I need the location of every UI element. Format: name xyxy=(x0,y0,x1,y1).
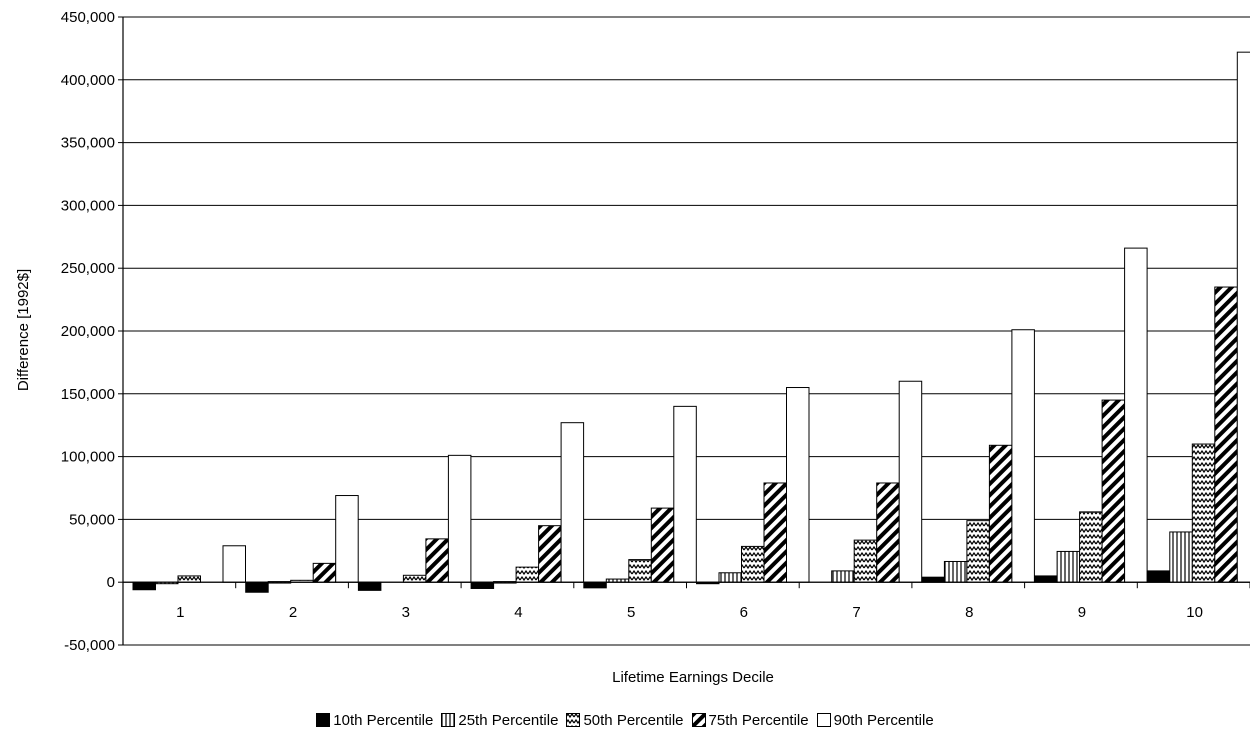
legend-swatch xyxy=(816,713,831,727)
bar-75th-percentile-decile-2 xyxy=(312,562,337,583)
y-tick-label: 0 xyxy=(107,574,115,591)
legend-item: 90th Percentile xyxy=(816,711,934,729)
y-tick-label: 250,000 xyxy=(61,260,115,277)
legend-item: 75th Percentile xyxy=(691,711,809,729)
bar-10th-percentile-decile-1 xyxy=(132,581,156,591)
bar-50th-percentile-decile-8 xyxy=(966,520,990,583)
bar-25th-percentile-decile-10 xyxy=(1169,531,1193,583)
bar-75th-percentile-decile-6 xyxy=(763,482,787,583)
bar-75th-percentile-decile-10 xyxy=(1214,286,1238,583)
bar-50th-percentile-decile-9 xyxy=(1079,511,1103,583)
bar-90th-percentile-decile-3 xyxy=(447,454,472,583)
x-tick-label: 9 xyxy=(1078,604,1086,621)
bar-90th-percentile-decile-1 xyxy=(222,545,246,583)
bar-90th-percentile-decile-4 xyxy=(560,422,585,583)
bar-50th-percentile-decile-4 xyxy=(515,566,540,583)
legend-label: 90th Percentile xyxy=(833,711,934,729)
y-axis-title: Difference [1992$] xyxy=(15,269,32,391)
bar-25th-percentile-decile-6 xyxy=(718,572,742,583)
y-tick-label: 400,000 xyxy=(61,72,115,89)
y-tick-label: 150,000 xyxy=(61,386,115,403)
bar-75th-percentile-decile-7 xyxy=(876,482,900,583)
x-tick-label: 5 xyxy=(627,604,635,621)
bar-10th-percentile-decile-2 xyxy=(245,581,269,593)
bar-50th-percentile-decile-10 xyxy=(1191,443,1216,583)
x-tick-label: 6 xyxy=(740,604,748,621)
bar-75th-percentile-decile-5 xyxy=(650,507,675,583)
bar-10th-percentile-decile-10 xyxy=(1146,570,1171,583)
legend-item: 50th Percentile xyxy=(566,711,684,729)
x-tick-label: 8 xyxy=(965,604,973,621)
y-tick-label: 100,000 xyxy=(61,449,115,466)
y-tick-label: 50,000 xyxy=(69,511,115,528)
bar-90th-percentile-decile-7 xyxy=(898,380,923,583)
bar-50th-percentile-decile-1 xyxy=(177,575,201,583)
y-tick-label: 450,000 xyxy=(61,9,115,26)
y-tick-label: 300,000 xyxy=(61,197,115,214)
legend-item: 25th Percentile xyxy=(441,712,558,729)
x-tick-label: 2 xyxy=(289,604,297,621)
legend-swatch xyxy=(441,713,456,727)
x-tick-label: 3 xyxy=(402,604,410,621)
legend-label: 75th Percentile xyxy=(708,711,809,729)
bar-75th-percentile-decile-8 xyxy=(988,444,1013,583)
legend-swatch xyxy=(566,713,581,727)
legend-item: 10th Percentile xyxy=(316,712,433,729)
x-tick-label: 10 xyxy=(1186,604,1203,621)
bar-10th-percentile-decile-3 xyxy=(357,581,382,591)
bar-50th-percentile-decile-3 xyxy=(402,574,427,583)
bar-75th-percentile-decile-3 xyxy=(425,538,449,583)
bar-10th-percentile-decile-8 xyxy=(921,576,945,583)
legend-label: 50th Percentile xyxy=(583,711,684,729)
bars xyxy=(132,51,1250,593)
bar-75th-percentile-decile-4 xyxy=(538,525,562,583)
legend-swatch xyxy=(691,713,706,727)
bar-10th-percentile-decile-4 xyxy=(470,581,495,589)
y-tick-label: -50,000 xyxy=(64,637,115,654)
bar-10th-percentile-decile-9 xyxy=(1034,575,1058,583)
bar-10th-percentile-decile-5 xyxy=(583,581,607,589)
bar-25th-percentile-decile-8 xyxy=(943,560,968,583)
legend-label: 25th Percentile xyxy=(458,711,559,729)
y-tick-label: 350,000 xyxy=(61,135,115,152)
bar-75th-percentile-decile-9 xyxy=(1101,399,1126,583)
bar-90th-percentile-decile-6 xyxy=(786,387,810,583)
x-axis-title: Lifetime Earnings Decile xyxy=(612,669,774,686)
legend: 10th Percentile 25th Percentile 50th Perce… xyxy=(0,708,1250,732)
bar-25th-percentile-decile-7 xyxy=(831,570,855,583)
x-tick-label: 1 xyxy=(176,604,184,621)
legend-label: 10th Percentile xyxy=(333,711,434,729)
bar-50th-percentile-decile-7 xyxy=(853,539,878,583)
y-tick-label: 200,000 xyxy=(61,323,115,340)
bar-90th-percentile-decile-2 xyxy=(335,495,359,583)
bar-90th-percentile-decile-10 xyxy=(1236,51,1250,583)
bar-25th-percentile-decile-9 xyxy=(1056,550,1081,583)
bar-90th-percentile-decile-8 xyxy=(1011,329,1035,583)
bar-90th-percentile-decile-5 xyxy=(673,405,697,583)
x-tick-label: 7 xyxy=(852,604,860,621)
legend-swatch xyxy=(316,713,331,727)
bar-90th-percentile-decile-9 xyxy=(1124,247,1148,583)
bar-50th-percentile-decile-6 xyxy=(741,545,765,583)
x-tick-label: 4 xyxy=(514,604,522,621)
bar-50th-percentile-decile-5 xyxy=(628,559,652,583)
axes: -50,000 0 50,000 100,000 150,000 200,000 250,0… xyxy=(61,9,1250,654)
